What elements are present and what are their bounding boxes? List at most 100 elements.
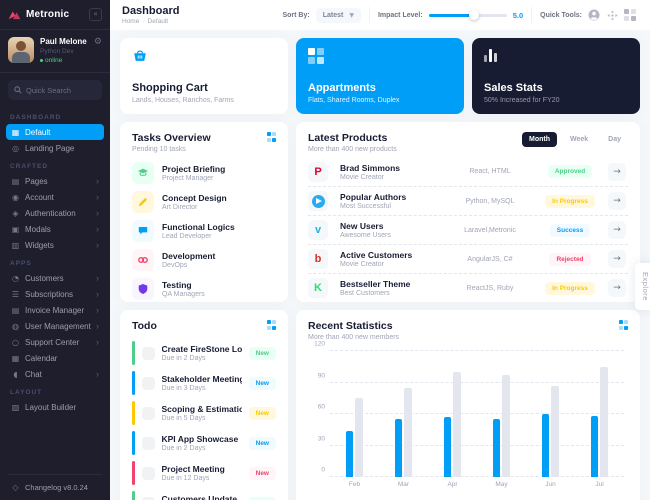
settings-gear-icon[interactable]: ⚙ bbox=[93, 37, 102, 47]
tab-month[interactable]: Month bbox=[521, 132, 557, 147]
todo-checkbox[interactable] bbox=[141, 376, 155, 390]
bar-chart-icon bbox=[484, 48, 628, 62]
ytick-label: 30 bbox=[317, 435, 325, 442]
row-arrow-button[interactable]: → bbox=[608, 279, 626, 297]
topbar: Dashboard Home · Default Sort By: Latest… bbox=[110, 0, 650, 30]
period-tabs: Month Week Day bbox=[521, 132, 628, 147]
main-area: Dashboard Home · Default Sort By: Latest… bbox=[110, 0, 650, 500]
bar-blue bbox=[591, 416, 598, 477]
priority-bar bbox=[132, 341, 135, 365]
stat-card-title: Appartments bbox=[308, 82, 376, 94]
task-row-testing[interactable]: Testing QA Managers bbox=[132, 275, 276, 303]
move-arrows-tool-icon[interactable] bbox=[606, 9, 618, 21]
chevron-right-icon: › bbox=[96, 192, 99, 202]
grid-tool-icon[interactable] bbox=[624, 9, 636, 21]
status-badge: Success bbox=[549, 223, 591, 237]
user-role: Python Dev bbox=[40, 48, 74, 55]
row-arrow-button[interactable]: → bbox=[608, 221, 626, 239]
task-row-functional-logics[interactable]: Functional Logics Lead Developer bbox=[132, 217, 276, 245]
support-icon: ○ bbox=[12, 337, 19, 347]
sort-by-label: Sort By: bbox=[282, 11, 310, 19]
impact-level-slider[interactable] bbox=[428, 10, 507, 20]
sidebar-item-default[interactable]: ▦ Default bbox=[6, 124, 104, 140]
product-row-active-customers: b Active Customers Movie Creator Angular… bbox=[308, 244, 628, 273]
calendar-icon: ▦ bbox=[11, 353, 20, 363]
user-name: Paul Melone bbox=[40, 37, 87, 46]
sidebar-item-authentication[interactable]: ◈ Authentication › bbox=[12, 208, 99, 218]
sidebar-item-layout-builder[interactable]: ▧ Layout Builder bbox=[11, 402, 77, 412]
bar-blue bbox=[493, 419, 500, 477]
row-arrow-button[interactable]: → bbox=[608, 192, 626, 210]
chevron-right-icon: › bbox=[96, 240, 99, 250]
sidebar-item-support-center[interactable]: ○ Support Center › bbox=[12, 337, 99, 347]
card-menu-dots-icon[interactable] bbox=[266, 132, 276, 142]
sidebar-item-widgets[interactable]: ▥ Widgets › bbox=[11, 240, 99, 250]
modals-icon: ▣ bbox=[11, 224, 20, 234]
sidebar-divider bbox=[8, 474, 102, 475]
new-badge: New bbox=[248, 466, 276, 480]
breadcrumb: Home · Default bbox=[122, 18, 179, 25]
todo-checkbox[interactable] bbox=[141, 436, 155, 450]
ytick-label: 120 bbox=[314, 340, 325, 348]
stat-card-appartments[interactable]: Appartments Flats, Shared Rooms, Duplex bbox=[296, 38, 464, 114]
tab-day[interactable]: Day bbox=[601, 132, 628, 147]
search-box[interactable] bbox=[8, 80, 102, 100]
gridline bbox=[330, 350, 624, 351]
bar-chart: 0 30 60 90 120 bbox=[308, 341, 628, 488]
pinterest-icon: P bbox=[308, 161, 328, 182]
gridline bbox=[330, 444, 624, 446]
new-badge: New bbox=[248, 346, 276, 360]
priority-bar bbox=[132, 401, 135, 425]
user-avatar-tool-icon[interactable] bbox=[588, 9, 600, 21]
sidebar-item-user-management[interactable]: ◍ User Management › bbox=[12, 321, 99, 331]
bars-layer bbox=[330, 351, 624, 477]
sidebar-item-invoice-manager[interactable]: ▤ Invoice Manager › bbox=[11, 305, 99, 315]
ytick-label: 90 bbox=[317, 372, 325, 379]
todo-checkbox[interactable] bbox=[141, 466, 155, 480]
bar-group-mar bbox=[379, 351, 428, 477]
chevron-right-icon: › bbox=[96, 369, 99, 379]
task-row-concept-design[interactable]: Concept Design Art Director bbox=[132, 188, 276, 216]
sidebar-item-pages[interactable]: ▤ Pages › bbox=[11, 176, 99, 186]
search-input[interactable] bbox=[26, 85, 96, 95]
task-row-development[interactable]: Development DevOps bbox=[132, 246, 276, 274]
breadcrumb-home[interactable]: Home bbox=[122, 18, 140, 25]
task-row-project-briefing[interactable]: Project Briefing Project Manager bbox=[132, 159, 276, 187]
row-arrow-button[interactable]: → bbox=[608, 250, 626, 268]
status-badge: Rejected bbox=[549, 252, 591, 266]
shield-icon bbox=[132, 278, 154, 300]
todo-checkbox[interactable] bbox=[141, 406, 155, 420]
sidebar-item-landing-page[interactable]: ◎ Landing Page bbox=[12, 143, 75, 153]
todo-checkbox[interactable] bbox=[141, 496, 155, 500]
metronic-logo-icon bbox=[8, 9, 21, 21]
xtick-label: Mar bbox=[397, 481, 410, 488]
explore-tab[interactable]: Explore bbox=[635, 263, 650, 310]
stat-card-sales-stats[interactable]: Sales Stats 50% Increased for FY20 bbox=[472, 38, 640, 114]
bottom-row: Todo Create FireStone Logo Due in 2 Days… bbox=[120, 310, 640, 500]
chevron-right-icon: › bbox=[96, 208, 99, 218]
stat-card-shopping-cart[interactable]: Shopping Cart Lands, Houses, Ranchos, Fa… bbox=[120, 38, 288, 114]
todo-checkbox[interactable] bbox=[141, 346, 155, 360]
bar-gray bbox=[404, 387, 412, 477]
tab-week[interactable]: Week bbox=[563, 132, 595, 147]
sidebar-toggle-button[interactable]: « bbox=[89, 8, 102, 21]
priority-bar bbox=[132, 491, 135, 500]
sidebar-item-customers[interactable]: ◔ Customers › bbox=[12, 273, 99, 283]
sort-by-select[interactable]: Latest ▼ bbox=[315, 7, 361, 23]
sidebar-item-chat[interactable]: ◖ Chat › bbox=[6, 366, 104, 382]
chat-icon bbox=[132, 220, 154, 242]
todo-row-scoping-estimations: Scoping & Estimations Due in 5 Days New bbox=[132, 398, 276, 428]
sidebar-item-calendar[interactable]: ▦ Calendar bbox=[11, 353, 58, 363]
sidebar-item-account[interactable]: ◉ Account › bbox=[12, 192, 99, 202]
slider-knob[interactable] bbox=[468, 10, 479, 20]
changelog-link[interactable]: ◇ Changelog v8.0.24 bbox=[12, 483, 88, 492]
bar-blue bbox=[346, 430, 353, 477]
sidebar-item-subscriptions[interactable]: ☰ Subscriptions › bbox=[11, 289, 99, 299]
row-arrow-button[interactable]: → bbox=[608, 162, 626, 181]
card-menu-dots-icon[interactable] bbox=[266, 320, 276, 330]
sidebar-item-modals[interactable]: ▣ Modals › bbox=[11, 224, 99, 234]
todo-row-create-firestone-logo: Create FireStone Logo Due in 2 Days New bbox=[132, 338, 276, 368]
card-menu-dots-icon[interactable] bbox=[618, 320, 628, 330]
page-title: Dashboard bbox=[122, 5, 180, 17]
latest-products-card: Latest Products More than 400 new produc… bbox=[296, 122, 640, 302]
